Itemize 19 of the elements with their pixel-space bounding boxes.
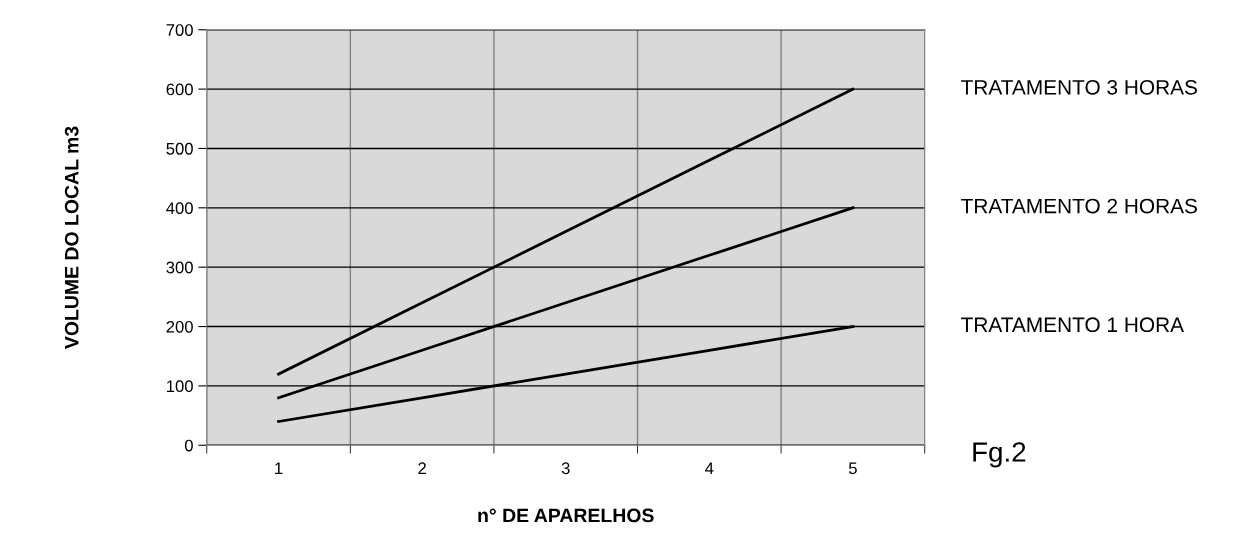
x-tick-label: 1 [275, 462, 283, 474]
y-tick-label: 300 [166, 261, 193, 274]
y-tick-label: 500 [166, 142, 193, 155]
y-tick-label: 200 [166, 320, 193, 333]
y-tick-label: 700 [166, 24, 193, 36]
text: Fg.2 [973, 442, 1026, 468]
y-tick-label: 0 [184, 439, 193, 452]
x-tick-label: 5 [848, 462, 857, 475]
x-tick-label: 4 [705, 462, 714, 474]
y-axis-title: VOLUME DO LOCAL m3 [64, 126, 79, 349]
x-tick-label: 2 [418, 462, 426, 474]
text: TRATAMENTO 2 HORAS [961, 198, 1197, 214]
text: TRATAMENTO 1 HORA [961, 317, 1184, 333]
y-tick-label: 600 [166, 83, 193, 96]
y-tick-label: 100 [167, 380, 193, 393]
x-axis-title: n° DE APARELHOS [478, 508, 654, 523]
text: TRATAMENTO 3 HORAS [961, 79, 1197, 95]
x-tick-label: 3 [561, 462, 570, 475]
y-tick-label: 400 [166, 202, 193, 215]
